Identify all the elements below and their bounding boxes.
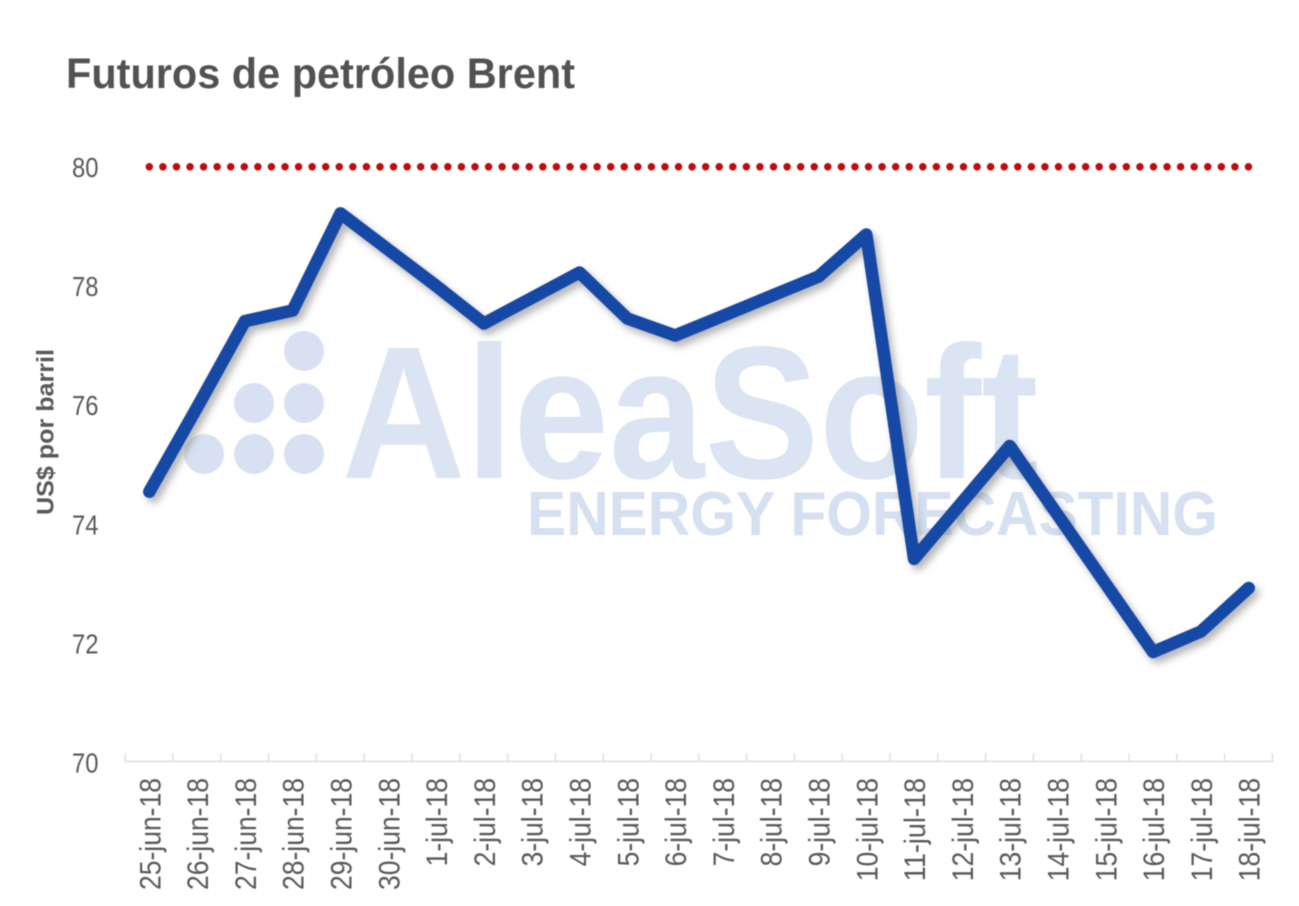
svg-text:28-jun-18: 28-jun-18 <box>278 778 311 890</box>
svg-text:18-jul-18: 18-jul-18 <box>1234 778 1267 881</box>
svg-text:Futuros de petróleo Brent: Futuros de petróleo Brent <box>66 50 575 98</box>
svg-text:15-jul-18: 15-jul-18 <box>1090 778 1123 881</box>
svg-text:16-jul-18: 16-jul-18 <box>1138 778 1171 881</box>
svg-text:78: 78 <box>72 271 99 302</box>
svg-text:US$ por barril: US$ por barril <box>33 349 60 515</box>
svg-text:10-jul-18: 10-jul-18 <box>851 778 884 881</box>
svg-text:5-jul-18: 5-jul-18 <box>612 778 645 866</box>
svg-text:26-jun-18: 26-jun-18 <box>182 778 215 890</box>
svg-text:4-jul-18: 4-jul-18 <box>565 778 598 866</box>
svg-text:12-jul-18: 12-jul-18 <box>947 778 980 881</box>
svg-text:9-jul-18: 9-jul-18 <box>804 778 837 866</box>
svg-text:30-jun-18: 30-jun-18 <box>373 778 406 890</box>
svg-text:8-jul-18: 8-jul-18 <box>756 778 789 866</box>
svg-text:72: 72 <box>72 628 99 659</box>
svg-text:27-jun-18: 27-jun-18 <box>230 778 263 890</box>
svg-text:14-jul-18: 14-jul-18 <box>1043 778 1076 881</box>
svg-text:11-jul-18: 11-jul-18 <box>899 778 932 881</box>
svg-text:13-jul-18: 13-jul-18 <box>995 778 1028 881</box>
svg-text:ENERGY FORECASTING: ENERGY FORECASTING <box>527 479 1218 549</box>
svg-text:76: 76 <box>72 390 99 421</box>
svg-text:6-jul-18: 6-jul-18 <box>660 778 693 866</box>
svg-text:1-jul-18: 1-jul-18 <box>421 778 454 866</box>
svg-text:74: 74 <box>72 509 99 540</box>
svg-text:2-jul-18: 2-jul-18 <box>469 778 502 866</box>
svg-text:7-jul-18: 7-jul-18 <box>708 778 741 866</box>
svg-text:3-jul-18: 3-jul-18 <box>517 778 550 866</box>
svg-text:80: 80 <box>72 152 99 183</box>
svg-text:AleaSoft: AleaSoft <box>342 308 1039 519</box>
svg-text:25-jun-18: 25-jun-18 <box>134 778 167 890</box>
svg-text:70: 70 <box>72 748 99 779</box>
svg-text:17-jul-18: 17-jul-18 <box>1186 778 1219 881</box>
svg-text:29-jun-18: 29-jun-18 <box>326 778 359 890</box>
